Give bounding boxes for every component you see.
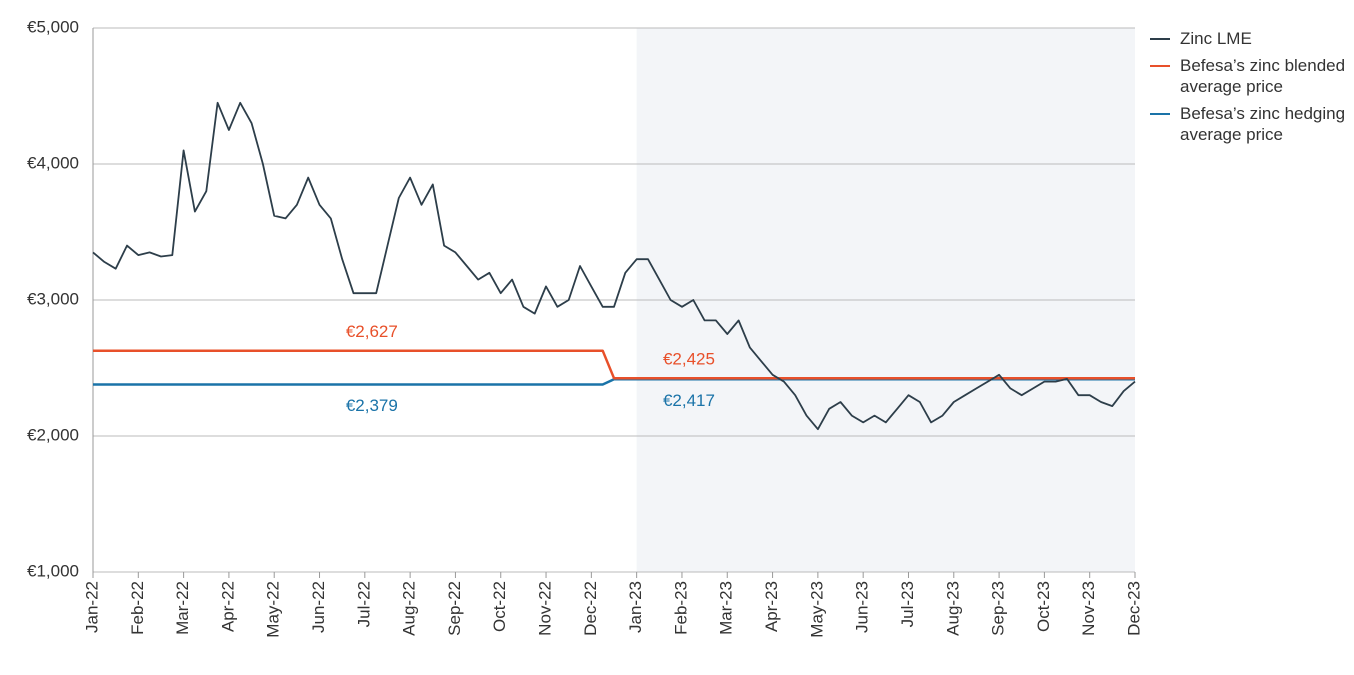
x-tick-label: Dec-22 (581, 581, 600, 636)
legend-item: Befesa’s zinc blended average price (1150, 55, 1350, 97)
legend-label: Befesa’s zinc blended average price (1180, 56, 1346, 96)
series-line (92, 101, 1136, 431)
legend-swatch (1150, 65, 1170, 67)
x-tick-label: Jul-23 (898, 581, 917, 627)
legend-item: Zinc LME (1150, 28, 1350, 49)
x-tick-label: Sep-22 (445, 581, 464, 636)
y-tick-label: €2,000 (27, 425, 79, 444)
y-tick-label: €3,000 (27, 289, 79, 308)
annotation: €2,425 (663, 350, 715, 369)
x-tick-label: Mar-22 (173, 581, 192, 635)
legend-swatch (1150, 113, 1170, 115)
x-tick-label: Oct-23 (1034, 581, 1053, 632)
x-tick-label: Oct-22 (490, 581, 509, 632)
x-tick-label: Aug-23 (943, 581, 962, 636)
x-tick-label: Jun-23 (853, 581, 872, 633)
legend-swatch (1150, 38, 1170, 40)
legend-item: Befesa’s zinc hedging average price (1150, 103, 1350, 145)
y-tick-label: €5,000 (27, 17, 79, 36)
legend-label: Befesa’s zinc hedging average price (1180, 104, 1346, 144)
annotation: €2,379 (346, 396, 398, 415)
x-tick-label: Aug-22 (400, 581, 419, 636)
x-tick-label: Nov-23 (1079, 581, 1098, 636)
series-line (93, 349, 1135, 380)
x-tick-label: Feb-22 (128, 581, 147, 635)
x-tick-label: Jun-22 (309, 581, 328, 633)
y-tick-label: €4,000 (27, 153, 79, 172)
x-tick-label: Nov-22 (536, 581, 555, 636)
x-tick-label: Mar-23 (717, 581, 736, 635)
y-tick-label: €1,000 (27, 561, 79, 580)
x-tick-label: Jan-22 (82, 581, 101, 633)
x-tick-label: Apr-23 (762, 581, 781, 632)
annotation: €2,627 (346, 322, 398, 341)
x-tick-label: May-22 (264, 581, 283, 638)
x-tick-label: Dec-23 (1124, 581, 1143, 636)
x-tick-label: Sep-23 (989, 581, 1008, 636)
x-tick-label: May-23 (807, 581, 826, 638)
legend-label: Zinc LME (1180, 29, 1252, 48)
legend: Zinc LME Befesa’s zinc blended average pr… (1150, 28, 1350, 151)
x-tick-label: Apr-22 (218, 581, 237, 632)
annotation: €2,417 (663, 391, 715, 410)
x-tick-label: Jan-23 (626, 581, 645, 633)
x-tick-label: Feb-23 (671, 581, 690, 635)
x-tick-label: Jul-22 (354, 581, 373, 627)
